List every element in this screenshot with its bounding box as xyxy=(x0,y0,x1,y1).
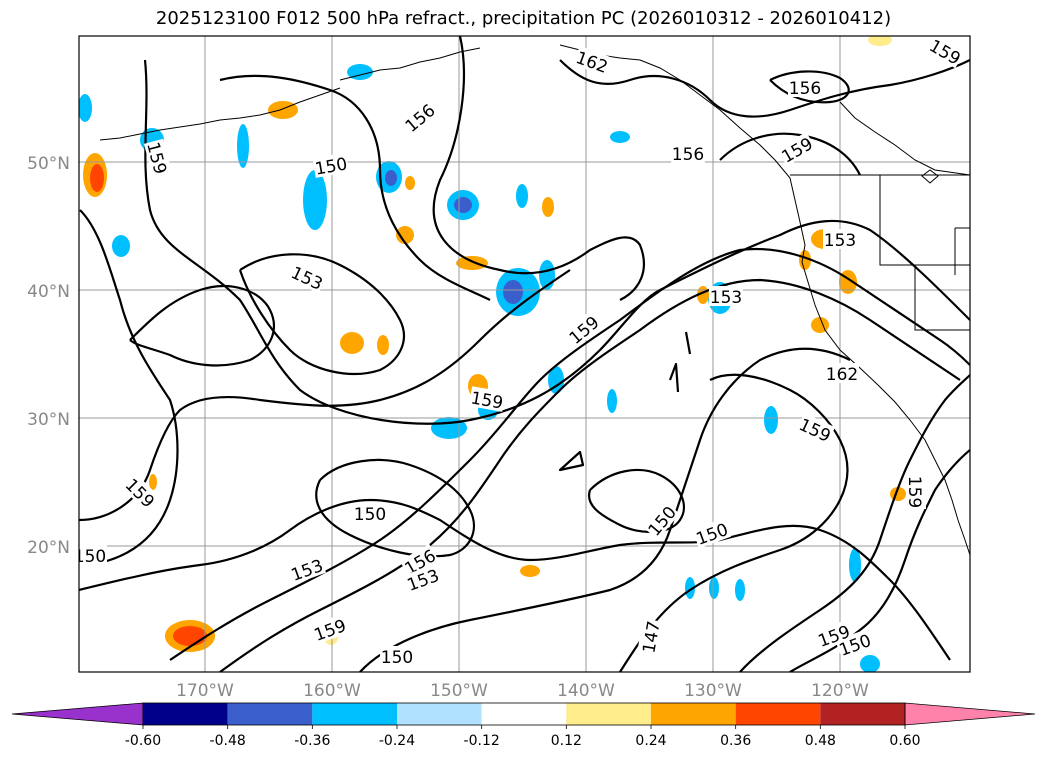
colorbar-segment xyxy=(227,703,313,725)
colorbar-label: 0.60 xyxy=(889,733,920,749)
colorbar-segment xyxy=(143,703,228,725)
colorbar-extend-low xyxy=(11,702,144,726)
lon-label-160w: 160°W xyxy=(303,681,361,701)
contour-label: 162 xyxy=(573,48,610,78)
map-frame xyxy=(78,35,971,673)
contour-label: 153 xyxy=(824,231,856,251)
contour-label: 150 xyxy=(354,505,386,525)
latitude-labels: 50°N 40°N 30°N 20°N xyxy=(27,154,70,558)
colorbar-label: -0.60 xyxy=(125,733,161,749)
colorbar-segment xyxy=(651,703,736,725)
lon-label-120w: 120°W xyxy=(811,681,869,701)
lat-label-20n: 20°N xyxy=(27,538,70,558)
contour-label: 150 xyxy=(381,648,413,668)
coastlines xyxy=(99,44,970,556)
contour-label: 150 xyxy=(74,547,106,567)
colorbar-segment xyxy=(312,703,397,725)
colorbar-segment xyxy=(820,703,905,725)
contour-label: 159 xyxy=(904,476,924,508)
lat-label-50n: 50°N xyxy=(27,154,70,174)
lat-label-30n: 30°N xyxy=(27,410,70,430)
contour-label: 150 xyxy=(313,154,348,179)
precipitation-fill xyxy=(79,36,906,672)
lon-label-140w: 140°W xyxy=(557,681,615,701)
contour-label: 162 xyxy=(826,365,858,385)
contour-label: 156 xyxy=(789,79,821,99)
colorbar-label: -0.48 xyxy=(210,733,246,749)
colorbar-label: -0.24 xyxy=(379,733,415,749)
contour-label: 153 xyxy=(289,556,326,586)
colorbar-label: 0.12 xyxy=(551,733,582,749)
map-plot-area: 162 156 159 156 156 159 159 153 153 159 … xyxy=(74,36,970,672)
map-title: 2025123100 F012 500 hPa refract., precip… xyxy=(155,8,892,29)
contour-label: 150 xyxy=(645,503,681,541)
contour-label-group: 162 156 159 156 156 159 159 153 153 159 … xyxy=(74,36,966,668)
colorbar-segment xyxy=(566,703,651,725)
contour-label: 150 xyxy=(694,520,731,550)
lat-label-40n: 40°N xyxy=(27,282,70,302)
colorbar-segment xyxy=(481,703,567,725)
gridlines xyxy=(79,36,970,672)
lon-label-150w: 150°W xyxy=(430,681,488,701)
colorbar-label: 0.48 xyxy=(805,733,836,749)
lon-label-170w: 170°W xyxy=(176,681,234,701)
contour-label: 156 xyxy=(672,145,704,165)
colorbar-label: 0.36 xyxy=(720,733,751,749)
colorbar-label: 0.24 xyxy=(635,733,666,749)
colorbar-label: -0.12 xyxy=(464,733,500,749)
contour-label: 156 xyxy=(402,101,440,137)
colorbar: -0.60 -0.48 -0.36 -0.24 -0.12 0.12 0.24 0.36 0.4… xyxy=(11,702,1036,749)
lon-label-130w: 130°W xyxy=(684,681,742,701)
contour-label: 159 xyxy=(469,388,504,413)
colorbar-segment xyxy=(735,703,821,725)
colorbar-frame xyxy=(142,702,906,726)
contour-label: 159 xyxy=(566,313,604,349)
longitude-labels: 170°W 160°W 150°W 140°W 130°W 120°W xyxy=(176,681,869,701)
contour-lines xyxy=(79,36,970,672)
colorbar-extend-high xyxy=(904,702,1036,726)
colorbar-label: -0.36 xyxy=(294,733,330,749)
contour-label: 147 xyxy=(639,619,664,654)
contour-label: 153 xyxy=(710,288,742,308)
contour-label: 159 xyxy=(778,134,816,168)
contour-label: 159 xyxy=(312,616,349,646)
colorbar-segment xyxy=(397,703,482,725)
